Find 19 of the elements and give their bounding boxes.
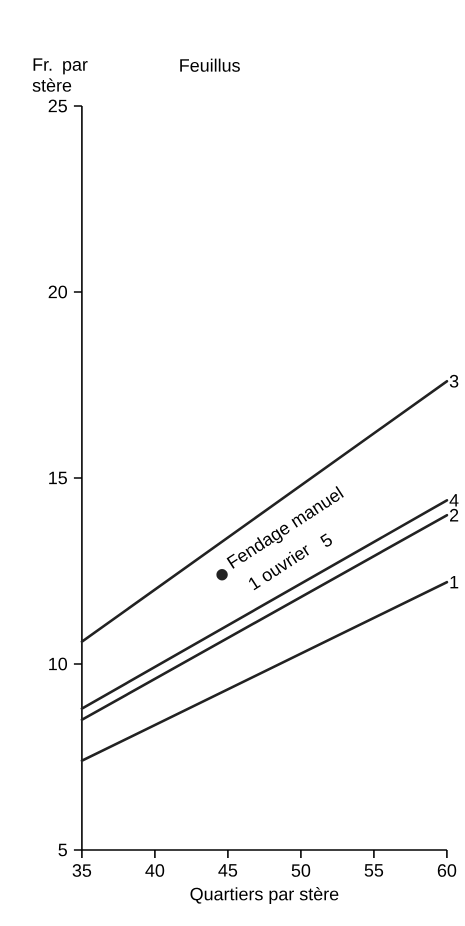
y-tick-label: 5 (58, 844, 68, 856)
y-tick-label: 10 (49, 658, 68, 670)
chart-title: Feuillus (180, 58, 240, 72)
x-tick-label: 60 (438, 864, 456, 877)
series-label: 3 (450, 374, 458, 388)
series-label: 4 (450, 494, 459, 506)
x-tick-label: 45 (218, 864, 238, 877)
y-tick-label: 15 (49, 472, 68, 484)
x-axis-title: Quartiers par stère (190, 887, 338, 904)
annotation: 5 (320, 533, 332, 547)
x-tick-label: 35 (72, 864, 92, 877)
y-tick-label: 20 (48, 286, 68, 298)
y-axis-title: Fr. par stère (32, 58, 88, 92)
series-label: 2 (450, 508, 458, 522)
x-tick-label: 50 (292, 864, 310, 877)
y-tick-label: 25 (48, 100, 68, 112)
x-tick-label: 55 (364, 864, 384, 877)
x-tick-label: 40 (145, 864, 164, 877)
series-label: 1 (450, 576, 458, 588)
